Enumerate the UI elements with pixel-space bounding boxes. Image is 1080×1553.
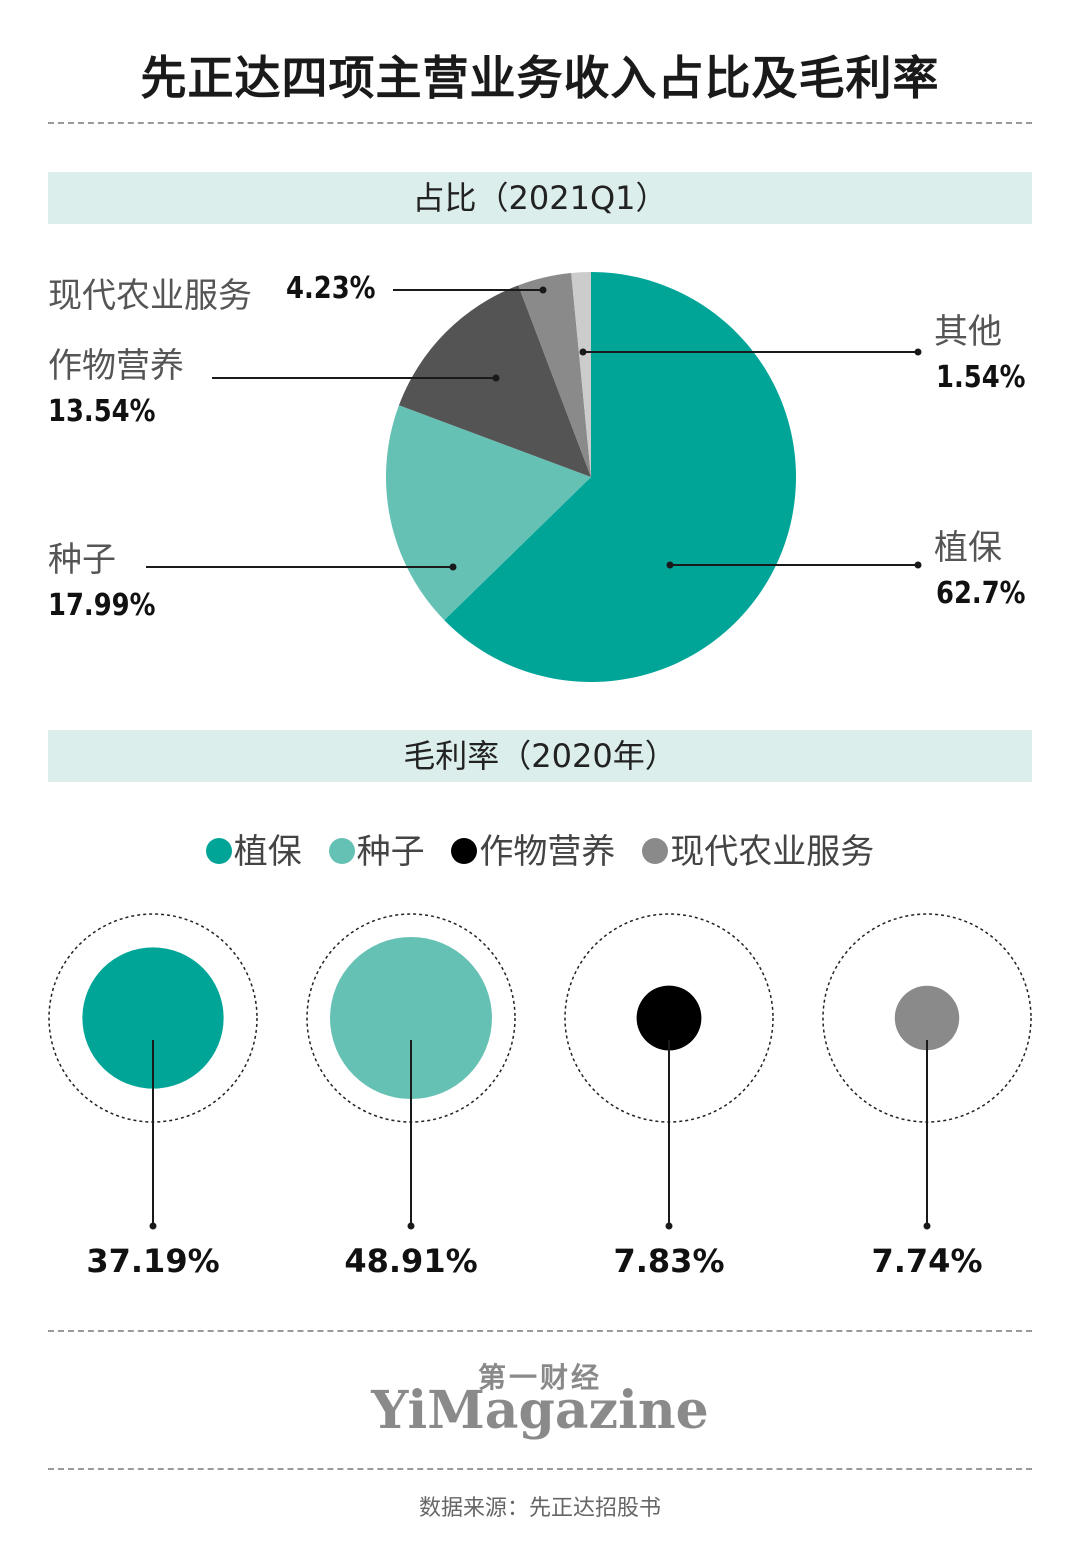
pie-slice bbox=[444, 272, 797, 682]
slice-label-services: 现代农业服务 bbox=[48, 276, 252, 316]
section-title-share: 占比（2021Q1） bbox=[48, 172, 1032, 224]
legend-item: 作物营养 bbox=[451, 824, 615, 873]
legend-label: 种子 bbox=[356, 832, 425, 872]
margin-value: 7.74% bbox=[871, 1242, 983, 1280]
logo-text-cn: 第一财经 bbox=[477, 1361, 602, 1394]
pie-slice bbox=[518, 272, 591, 477]
source-note: 数据来源：先正达招股书 bbox=[418, 1496, 661, 1521]
slice-value-seeds: 17.99% bbox=[48, 588, 156, 623]
margin-stem-dot bbox=[407, 1222, 415, 1230]
margin-stem-dot bbox=[665, 1222, 673, 1230]
legend: 植保 种子 作物营养 现代农业服务 bbox=[0, 824, 1080, 873]
slice-value-crop-protection: 62.7% bbox=[936, 576, 1026, 611]
margin-chart bbox=[48, 913, 1032, 1230]
divider bbox=[48, 1468, 1032, 1470]
pie-chart bbox=[386, 272, 797, 682]
leader-dot bbox=[666, 561, 674, 569]
logo-text-en: YiMagazine bbox=[371, 1380, 709, 1441]
margin-circle bbox=[330, 937, 492, 1099]
leader-dot bbox=[914, 348, 922, 356]
slice-value-services: 4.23% bbox=[286, 271, 376, 306]
pie-slice bbox=[571, 272, 591, 477]
leader-dot bbox=[539, 286, 547, 294]
legend-label: 作物营养 bbox=[479, 832, 616, 872]
legend-dot bbox=[642, 837, 669, 864]
legend-dot bbox=[451, 837, 478, 864]
margin-value: 37.19% bbox=[86, 1242, 220, 1280]
margin-circle bbox=[82, 947, 224, 1089]
slice-label-seeds: 种子 bbox=[48, 540, 116, 580]
slice-value-nutrition: 13.54% bbox=[48, 394, 156, 429]
leader-lines bbox=[146, 286, 922, 571]
legend-label: 植保 bbox=[233, 832, 302, 872]
legend-item: 现代农业服务 bbox=[642, 824, 874, 873]
legend-label: 现代农业服务 bbox=[670, 832, 875, 872]
leader-dot bbox=[914, 561, 922, 569]
divider bbox=[48, 1330, 1032, 1332]
legend-item: 种子 bbox=[328, 824, 425, 873]
margin-circle bbox=[894, 985, 960, 1051]
slice-value-other: 1.54% bbox=[936, 360, 1026, 395]
leader-dot bbox=[492, 374, 500, 382]
chart-title: 先正达四项主营业务收入占比及毛利率 bbox=[140, 51, 940, 105]
margin-value: 48.91% bbox=[344, 1242, 478, 1280]
slice-label-nutrition: 作物营养 bbox=[48, 346, 184, 386]
margin-stem-dot bbox=[149, 1222, 157, 1230]
legend-item: 植保 bbox=[205, 824, 302, 873]
margin-value: 7.83% bbox=[613, 1242, 725, 1280]
slice-label-other: 其他 bbox=[934, 312, 1002, 352]
leader-dot bbox=[579, 348, 587, 356]
legend-dot bbox=[205, 837, 232, 864]
margin-circle bbox=[636, 985, 702, 1051]
slice-label-crop-protection: 植保 bbox=[934, 528, 1002, 568]
section-title-margin: 毛利率（2020年） bbox=[48, 730, 1032, 782]
margin-stem-dot bbox=[923, 1222, 931, 1230]
divider bbox=[48, 122, 1032, 124]
leader-dot bbox=[449, 563, 457, 571]
legend-dot bbox=[328, 837, 355, 864]
